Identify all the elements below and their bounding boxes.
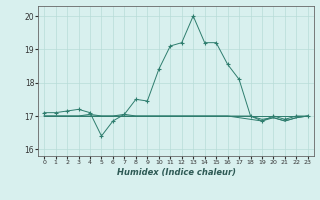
X-axis label: Humidex (Indice chaleur): Humidex (Indice chaleur): [116, 168, 236, 177]
